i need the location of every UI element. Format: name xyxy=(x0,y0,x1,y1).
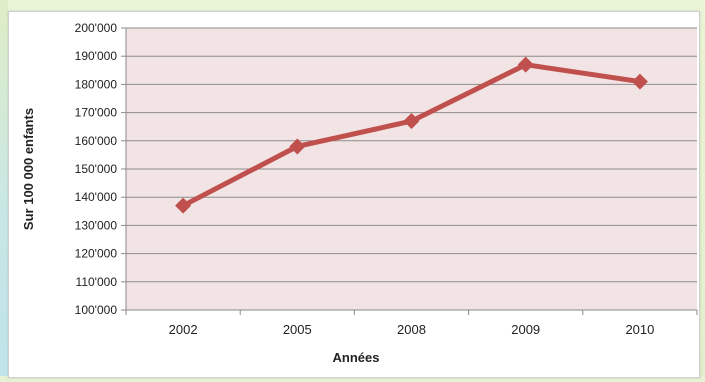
data-point-marker xyxy=(175,197,192,214)
left-decorative-strip xyxy=(0,0,8,376)
y-tick-label: 150'000 xyxy=(75,162,118,176)
chart-card: 100'000 110'000 120'000 130'000 140'000 150'0… xyxy=(8,11,700,378)
y-tick-label: 170'000 xyxy=(75,106,118,120)
y-axis-title: Sur 100 000 enfants xyxy=(21,108,36,230)
x-tick-label: 2005 xyxy=(283,322,312,337)
data-point-marker xyxy=(289,138,306,155)
y-tick-label: 110'000 xyxy=(76,275,118,289)
axes xyxy=(121,27,698,315)
y-tick-label: 190'000 xyxy=(75,49,118,63)
y-tick-label: 200'000 xyxy=(75,21,118,35)
y-tick-label: 180'000 xyxy=(75,77,118,91)
x-axis-title: Années xyxy=(333,350,380,365)
data-point-marker xyxy=(517,56,534,73)
data-point-marker xyxy=(403,113,420,130)
y-tick-label: 140'000 xyxy=(75,190,118,204)
x-tick-label: 2010 xyxy=(625,322,654,337)
series-group xyxy=(175,56,648,214)
y-tick-labels: 100'000 110'000 120'000 130'000 140'000 150'0… xyxy=(75,21,118,317)
y-tick-label: 160'000 xyxy=(75,134,118,148)
y-tick-label: 130'000 xyxy=(75,218,118,232)
x-tick-label: 2002 xyxy=(169,322,198,337)
y-tick-label: 100'000 xyxy=(75,303,118,317)
data-point-marker xyxy=(631,73,648,90)
y-tick-label: 120'000 xyxy=(75,247,118,261)
grid-lines xyxy=(126,27,697,283)
x-tick-label: 2008 xyxy=(397,322,426,337)
x-tick-labels: 2002 2005 2008 2009 2010 xyxy=(169,322,655,337)
line-chart: 100'000 110'000 120'000 130'000 140'000 150'0… xyxy=(21,21,698,365)
x-tick-label: 2009 xyxy=(511,322,540,337)
